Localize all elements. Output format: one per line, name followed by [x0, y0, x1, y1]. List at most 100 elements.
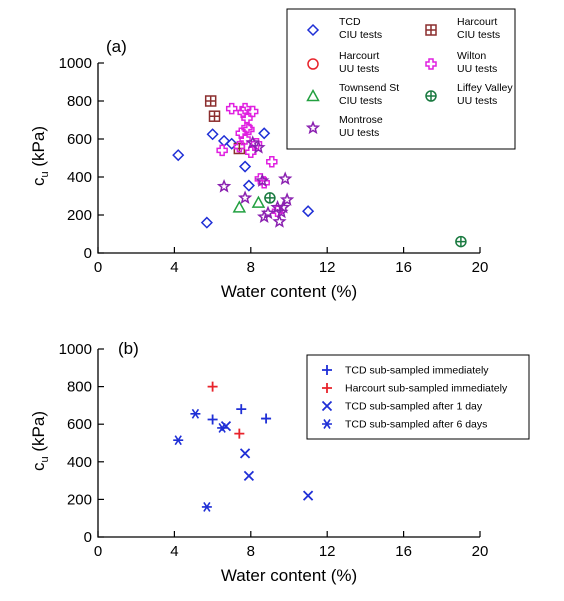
harcourt-immediate-legend-marker	[322, 383, 332, 393]
tcd-immediate-point	[261, 413, 272, 424]
tcd-6days-point	[173, 435, 184, 446]
y-tick-label: 1000	[59, 341, 92, 358]
montrose-uu-point	[272, 214, 287, 228]
tcd-ciu-legend-label: TCD	[339, 16, 361, 28]
liffey-uu-legend-label: UU tests	[457, 95, 497, 107]
tcd-6days-point	[201, 501, 212, 512]
wilton-uu-point	[245, 146, 257, 159]
wilton-uu-point	[233, 140, 246, 153]
harcourt-ciu-legend-label: CIU tests	[457, 29, 500, 41]
x-tick-label: 16	[395, 259, 412, 276]
tcd-6days-legend-marker	[322, 419, 332, 429]
tcd-6days-point	[217, 423, 228, 433]
tcd-ciu-point	[200, 216, 213, 229]
tcd-6days-point	[190, 408, 201, 419]
tcd-1day-legend-marker	[321, 400, 333, 412]
x-tick-label: 4	[170, 543, 178, 560]
harcourt-uu-legend-label: Harcourt	[339, 50, 379, 62]
harcourt-ciu-point	[204, 95, 217, 107]
tcd-ciu-point	[206, 128, 219, 141]
wilton-uu-point	[237, 106, 249, 119]
harcourt-immediate-legend-label: Harcourt sub-sampled immediately	[345, 383, 508, 395]
harcourt-uu-legend-marker	[307, 58, 319, 70]
montrose-uu-point	[274, 204, 289, 219]
y-axis-label-main: c	[29, 177, 48, 186]
y-axis-label-unit: (kPa)	[29, 411, 48, 456]
wilton-uu-legend-marker	[425, 58, 437, 70]
legend-a-box	[286, 8, 516, 150]
tcd-ciu-point	[239, 160, 252, 173]
wilton-uu-legend-label: UU tests	[457, 63, 497, 75]
y-axis-label-main: c	[29, 462, 48, 471]
montrose-uu-legend-label: Montrose	[339, 114, 383, 126]
tcd-ciu-legend-label: CIU tests	[339, 29, 382, 41]
wilton-uu-point	[243, 123, 255, 136]
y-axis-label-unit: (kPa)	[29, 126, 48, 171]
y-axis-label-subscript: u	[39, 456, 51, 462]
x-tick-label: 12	[319, 259, 336, 276]
y-axis-label: cu (kPa)	[29, 126, 51, 186]
townsend-ciu-legend-label: Townsend St	[339, 82, 399, 94]
montrose-uu-point	[237, 190, 253, 204]
montrose-uu-point	[279, 192, 295, 206]
tcd-1day-legend-label: TCD sub-sampled after 1 day	[345, 401, 483, 413]
wilton-uu-point	[266, 156, 278, 168]
montrose-uu-point	[260, 205, 276, 220]
tcd-ciu-point	[242, 179, 255, 192]
x-tick-label: 8	[247, 543, 255, 560]
x-tick-label: 20	[472, 259, 489, 276]
liffey-uu-legend-marker	[425, 90, 437, 102]
tcd-1day-point	[239, 448, 251, 459]
tcd-ciu-legend-marker	[306, 23, 320, 37]
montrose-uu-point	[278, 171, 293, 185]
panel-label: (a)	[106, 37, 127, 56]
y-tick-label: 1000	[59, 55, 92, 72]
harcourt-ciu-legend-marker	[425, 24, 437, 36]
montrose-uu-point	[251, 140, 266, 154]
wilton-uu-point	[246, 105, 259, 118]
tcd-immediate-legend-label: TCD sub-sampled immediately	[345, 365, 489, 377]
montrose-uu-legend-marker	[305, 120, 321, 135]
montrose-uu-point	[216, 178, 232, 193]
x-tick-label: 0	[94, 543, 102, 560]
y-tick-label: 200	[67, 207, 92, 224]
wilton-uu-point	[216, 144, 228, 157]
x-tick-label: 0	[94, 259, 102, 276]
legend-b: TCD sub-sampled immediately Harcourt sub-…	[306, 354, 530, 440]
tcd-ciu-point	[225, 137, 238, 150]
x-axis-label: Water content (%)	[221, 282, 357, 301]
x-tick-label: 4	[170, 259, 178, 276]
x-tick-label: 8	[247, 259, 255, 276]
tcd-immediate-point	[207, 414, 218, 425]
wilton-uu-legend-label: Wilton	[457, 50, 486, 62]
y-tick-label: 0	[84, 245, 92, 262]
tcd-1day-point	[243, 470, 255, 482]
y-tick-label: 800	[67, 93, 92, 110]
x-axis-label: Water content (%)	[221, 566, 357, 585]
liffey-uu-point	[264, 192, 276, 204]
x-tick-label: 20	[472, 543, 489, 560]
x-tick-label: 12	[319, 543, 336, 560]
y-tick-label: 0	[84, 529, 92, 546]
liffey-uu-legend-label: Liffey Valley	[457, 82, 513, 94]
tcd-ciu-point	[258, 127, 271, 140]
tcd-immediate-legend-marker	[322, 365, 332, 375]
harcourt-immediate-point	[234, 428, 245, 439]
montrose-uu-point	[255, 173, 270, 187]
wilton-uu-point	[239, 133, 251, 145]
y-tick-label: 400	[67, 169, 92, 186]
panel-label: (b)	[118, 339, 139, 358]
x-tick-label: 16	[395, 543, 412, 560]
townsend-ciu-point	[251, 195, 266, 208]
wilton-uu-point	[225, 102, 238, 115]
legend-b-box	[306, 354, 530, 440]
tcd-1day-point	[302, 490, 314, 501]
harcourt-ciu-legend-label: Harcourt	[457, 16, 497, 28]
y-axis-label: cu (kPa)	[29, 411, 51, 471]
tcd-ciu-point	[172, 149, 185, 162]
tcd-immediate-point	[236, 404, 247, 415]
harcourt-ciu-point	[208, 110, 221, 122]
